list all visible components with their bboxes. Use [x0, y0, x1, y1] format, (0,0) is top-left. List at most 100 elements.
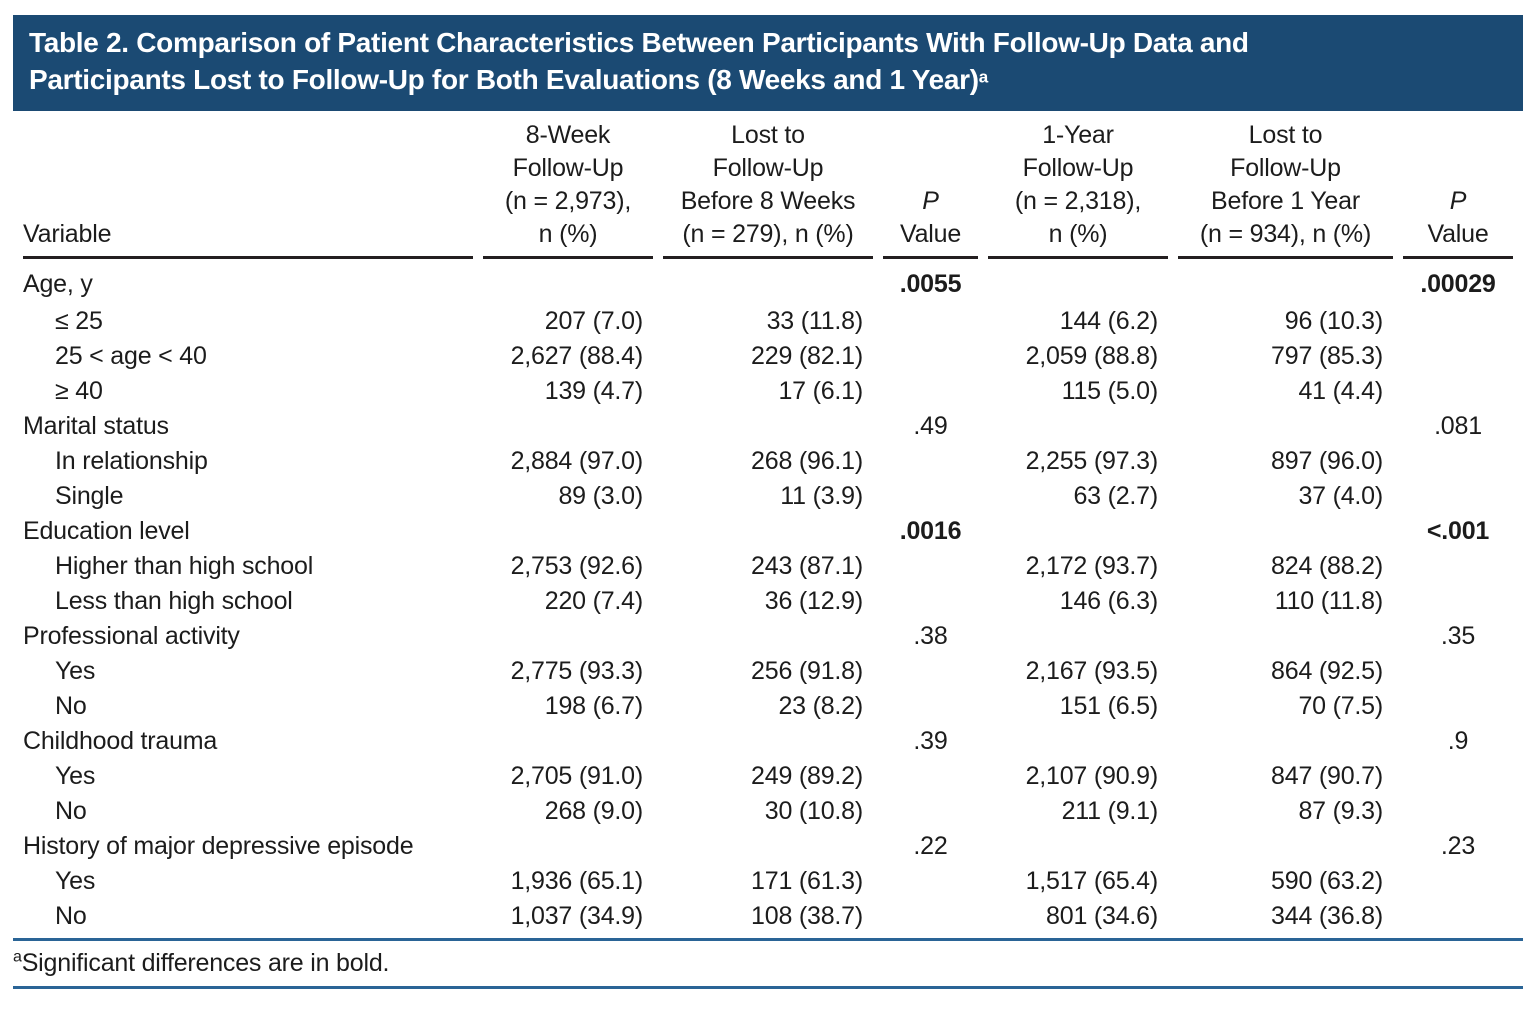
row-label: Single — [55, 482, 124, 510]
cell-8week-followup — [483, 409, 653, 444]
cell-8week-followup — [483, 829, 653, 864]
cell-lost-before-1year — [1178, 514, 1393, 549]
cell-p-value-8week — [883, 584, 978, 619]
table-row: In relationship 2,884 (97.0) 268 (96.1) 2,2… — [23, 444, 1513, 479]
cell-8week-followup: 139 (4.7) — [544, 377, 643, 405]
cell-1year-followup — [988, 829, 1168, 864]
row-label: No — [55, 902, 87, 930]
table-footnote: aSignificant differences are in bold. — [13, 941, 1523, 986]
cell-p-value-1year — [1403, 444, 1513, 479]
table-row: Single 89 (3.0) 11 (3.9) 63 (2.7) 37 (4.0) — [23, 479, 1513, 514]
cell-1year-followup: 151 (6.5) — [1059, 692, 1158, 720]
cell-lost-before-1year — [1178, 259, 1393, 304]
table-row: Higher than high school 2,753 (92.6) 243 (… — [23, 549, 1513, 584]
cell-lost-before-1year: 864 (92.5) — [1271, 657, 1383, 685]
table-title-bar: Table 2. Comparison of Patient Character… — [13, 15, 1523, 111]
patient-characteristics-table: Variable 8-Week Follow-Up (n = 2,973), n… — [13, 119, 1523, 934]
row-label: Yes — [55, 657, 96, 685]
cell-p-value-1year — [1403, 689, 1513, 724]
row-label: No — [55, 797, 87, 825]
cell-8week-followup — [483, 514, 653, 549]
footnote-text: Significant differences are in bold. — [21, 949, 390, 977]
cell-8week-followup: 2,884 (97.0) — [510, 447, 644, 475]
cell-p-value-1year: <.001 — [1426, 517, 1490, 545]
cell-p-value-1year — [1403, 549, 1513, 584]
cell-lost-before-1year: 344 (36.8) — [1271, 902, 1383, 930]
cell-p-value-8week — [883, 444, 978, 479]
cell-8week-followup: 220 (7.4) — [544, 587, 643, 615]
cell-8week-followup: 1,936 (65.1) — [510, 867, 644, 895]
cell-lost-before-8weeks — [663, 724, 873, 759]
cell-p-value-8week: .0016 — [899, 517, 962, 545]
cell-p-value-1year: .23 — [1440, 832, 1476, 860]
table-row: History of major depressive episode .22 .2… — [23, 829, 1513, 864]
row-label: Age, y — [23, 269, 93, 298]
table-row: Professional activity .38 .35 — [23, 619, 1513, 654]
cell-p-value-1year — [1403, 759, 1513, 794]
cell-lost-before-8weeks — [663, 259, 873, 304]
column-header-p-value-1year: P Value — [1403, 119, 1513, 259]
cell-lost-before-1year: 70 (7.5) — [1298, 692, 1383, 720]
cell-8week-followup — [483, 259, 653, 304]
table-row: Less than high school 220 (7.4) 36 (12.9) 1… — [23, 584, 1513, 619]
cell-p-value-8week — [883, 654, 978, 689]
table-header-row: Variable 8-Week Follow-Up (n = 2,973), n… — [23, 119, 1513, 259]
cell-8week-followup: 2,627 (88.4) — [510, 342, 644, 370]
cell-lost-before-8weeks — [663, 829, 873, 864]
cell-p-value-8week — [883, 689, 978, 724]
cell-p-value-8week — [883, 794, 978, 829]
cell-8week-followup — [483, 619, 653, 654]
cell-p-value-1year — [1403, 339, 1513, 374]
cell-lost-before-8weeks: 30 (10.8) — [764, 797, 863, 825]
table-row: No 268 (9.0) 30 (10.8) 211 (9.1) 87 (9.3) — [23, 794, 1513, 829]
cell-8week-followup: 207 (7.0) — [544, 307, 643, 335]
cell-lost-before-1year: 41 (4.4) — [1298, 377, 1383, 405]
p-value-word: Value — [899, 220, 962, 248]
cell-lost-before-8weeks: 108 (38.7) — [751, 902, 863, 930]
cell-p-value-8week — [883, 899, 978, 934]
cell-lost-before-1year: 87 (9.3) — [1298, 797, 1383, 825]
cell-1year-followup — [988, 514, 1168, 549]
column-header-p-value-8week: P Value — [883, 119, 978, 259]
cell-1year-followup: 1,517 (65.4) — [1025, 867, 1159, 895]
cell-8week-followup — [483, 724, 653, 759]
table-row: Yes 2,705 (91.0) 249 (89.2) 2,107 (90.9) 847… — [23, 759, 1513, 794]
cell-p-value-1year — [1403, 899, 1513, 934]
row-label: Yes — [55, 762, 96, 790]
table-bottom-rule — [13, 938, 1523, 941]
cell-8week-followup: 89 (3.0) — [558, 482, 643, 510]
cell-1year-followup: 211 (9.1) — [1061, 797, 1159, 825]
cell-lost-before-1year: 590 (63.2) — [1271, 867, 1383, 895]
title-footnote-marker: a — [978, 67, 989, 87]
cell-lost-before-8weeks — [663, 619, 873, 654]
cell-p-value-8week: .0055 — [899, 269, 962, 298]
table-row: Yes 1,936 (65.1) 171 (61.3) 1,517 (65.4) 590… — [23, 864, 1513, 899]
cell-p-value-1year — [1403, 794, 1513, 829]
table-row: ≤ 25 207 (7.0) 33 (11.8) 144 (6.2) 96 (10.3) — [23, 304, 1513, 339]
cell-8week-followup: 198 (6.7) — [544, 692, 643, 720]
cell-1year-followup: 115 (5.0) — [1061, 377, 1159, 405]
cell-1year-followup — [988, 259, 1168, 304]
row-label: Marital status — [23, 412, 169, 440]
cell-p-value-8week — [883, 864, 978, 899]
cell-p-value-8week: .39 — [913, 727, 948, 755]
cell-lost-before-1year: 897 (96.0) — [1271, 447, 1383, 475]
p-value-word: Value — [1427, 220, 1489, 248]
row-label: In relationship — [55, 447, 208, 475]
cell-lost-before-1year — [1178, 724, 1393, 759]
cell-1year-followup — [988, 619, 1168, 654]
row-label: 25 < age < 40 — [55, 342, 207, 370]
cell-p-value-8week — [883, 374, 978, 409]
row-label: No — [55, 692, 87, 720]
table-row: Age, y .0055 .00029 — [23, 259, 1513, 304]
cell-lost-before-8weeks — [663, 514, 873, 549]
table-row: No 1,037 (34.9) 108 (38.7) 801 (34.6) 344 (3… — [23, 899, 1513, 934]
cell-p-value-1year — [1403, 584, 1513, 619]
cell-8week-followup: 268 (9.0) — [544, 797, 643, 825]
table-row: Marital status .49 .081 — [23, 409, 1513, 444]
cell-lost-before-8weeks: 23 (8.2) — [778, 692, 863, 720]
cell-p-value-8week — [883, 479, 978, 514]
cell-8week-followup: 1,037 (34.9) — [510, 902, 644, 930]
footnote-marker: a — [13, 948, 22, 966]
cell-p-value-8week: .38 — [913, 622, 948, 650]
